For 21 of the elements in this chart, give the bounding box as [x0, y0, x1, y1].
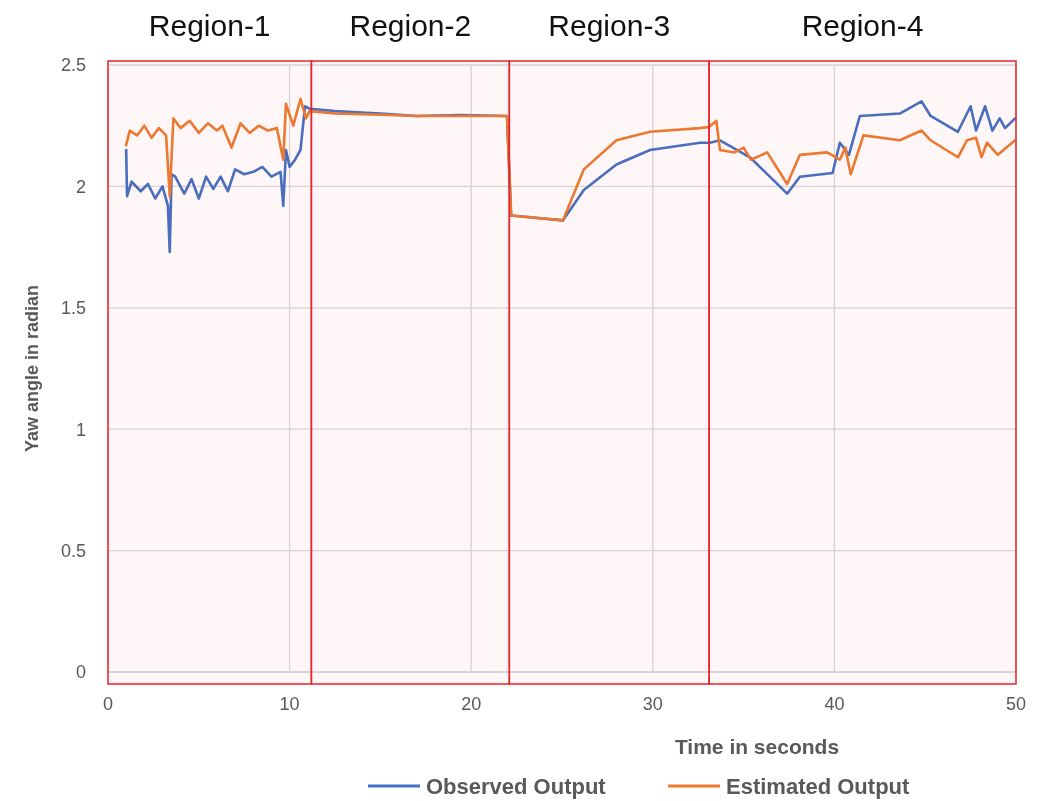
y-tick-label: 0.5 [60, 540, 86, 561]
x-tick-label: 0 [102, 694, 114, 714]
band-label: Region-2 [349, 9, 472, 42]
y-tick-label: 1 [75, 419, 86, 440]
y-tick-label: 1.5 [60, 298, 86, 319]
legend-label: Observed Output [426, 773, 607, 799]
x-tick-label: 40 [824, 694, 845, 714]
y-tick-label: 2.5 [60, 55, 86, 76]
band-label: Region-1 [148, 9, 271, 42]
x-tick-label: 10 [279, 694, 300, 714]
x-tick-label: 50 [1005, 694, 1027, 714]
y-tick-label: 0 [75, 662, 86, 683]
line-series [124, 97, 1017, 222]
y-tick-label: 2 [75, 176, 86, 197]
legend-label: Estimated Output [726, 773, 911, 799]
y-axis-title: Yaw angle in radian [22, 284, 42, 453]
x-tick-label: 30 [642, 694, 663, 714]
band-label: Region-3 [548, 9, 671, 42]
x-tick-label: 20 [461, 694, 482, 714]
x-axis-title: Time in seconds [674, 735, 840, 758]
band-label: Region-4 [801, 9, 924, 42]
